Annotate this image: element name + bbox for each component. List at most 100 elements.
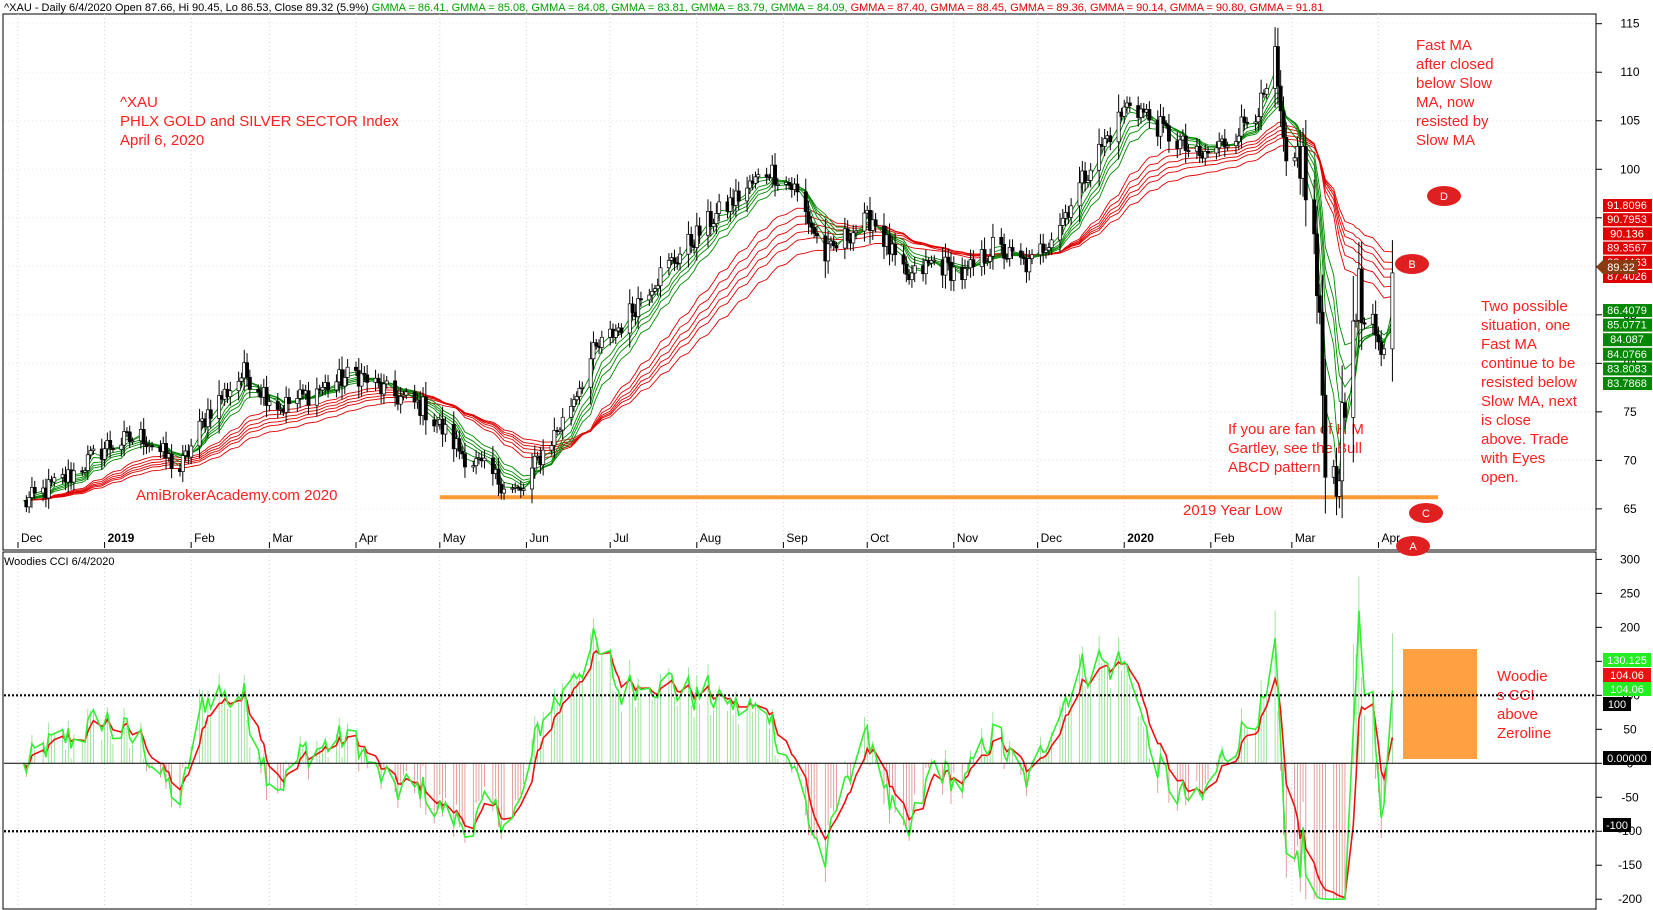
month-label-1: 2019 <box>108 531 135 545</box>
cci-label-green-b <box>1603 682 1651 696</box>
candle <box>432 413 437 433</box>
candle <box>862 202 867 242</box>
candle <box>1320 274 1325 433</box>
candle <box>284 386 289 424</box>
candle <box>247 369 252 397</box>
candle <box>1222 129 1227 157</box>
candle <box>697 217 702 244</box>
close-price-label <box>1596 260 1638 274</box>
price-header: ^XAU - Daily 6/4/2020 Open 87.66, Hi 90.… <box>4 2 1323 14</box>
close-price-text: 89.32 <box>1607 262 1635 274</box>
candle <box>150 441 155 451</box>
cci-label-red <box>1603 668 1651 682</box>
green-ma-label-3 <box>1603 347 1652 361</box>
twopos-line-9: open. <box>1481 469 1519 486</box>
cci-tick-1: -150 <box>1618 858 1642 872</box>
candle <box>560 408 565 440</box>
cci-tick-9: 250 <box>1620 586 1640 600</box>
header-gmma-7: GMMA = 88.45, <box>930 2 1010 14</box>
candle <box>384 376 389 389</box>
candle <box>1178 133 1183 156</box>
candle <box>180 445 185 483</box>
candle <box>236 371 241 401</box>
candle <box>636 286 641 329</box>
cci-highlight-box <box>1403 649 1477 759</box>
candle <box>630 296 635 320</box>
candle <box>354 361 358 377</box>
candle <box>1069 198 1074 225</box>
candle <box>365 365 370 393</box>
candle <box>795 174 800 202</box>
candle <box>1275 27 1280 105</box>
candle <box>1259 79 1264 131</box>
candle <box>401 391 406 401</box>
green-ma-label-text-2: 84.087 <box>1610 334 1644 346</box>
green-ma-label-text-4: 83.8083 <box>1607 363 1647 375</box>
svg-text:A: A <box>1409 541 1417 553</box>
candle <box>169 444 174 479</box>
candle <box>806 200 811 235</box>
candle <box>1197 138 1202 163</box>
candle <box>71 462 76 491</box>
candle <box>845 220 850 249</box>
cci-panel-frame <box>2 551 1597 910</box>
candle <box>803 178 808 225</box>
candle <box>208 399 213 429</box>
candle <box>256 384 261 397</box>
candle <box>1206 146 1210 158</box>
candle <box>1242 108 1247 131</box>
candle <box>1085 174 1090 188</box>
gartley-annotation: If you are fan of H M Gartley, see the B… <box>1228 421 1368 476</box>
candle <box>745 176 750 213</box>
woodies-cci-annotation: Woodie s CCI above Zeroline <box>1497 668 1551 742</box>
candle <box>714 203 719 234</box>
green-ma-label-text-1: 85.0771 <box>1607 320 1647 332</box>
cci-label-minus <box>1603 818 1631 832</box>
candle <box>1362 317 1367 330</box>
candle <box>1373 300 1378 350</box>
candle <box>521 483 526 496</box>
candle <box>1382 344 1386 360</box>
month-label-2: Feb <box>194 531 215 545</box>
woodies-line-3: Zeroline <box>1497 725 1551 742</box>
price-tick-1: 70 <box>1623 453 1637 467</box>
candle <box>110 445 115 453</box>
header-gmma-6: GMMA = 87.40, <box>851 2 931 14</box>
price-tick-8: 105 <box>1620 114 1640 128</box>
candle <box>342 369 347 395</box>
candle <box>591 331 596 371</box>
candle <box>88 446 93 460</box>
twopos-line-3: continue to be <box>1481 355 1575 372</box>
svg-text:D: D <box>1440 191 1448 203</box>
month-label-7: Jul <box>613 531 628 545</box>
candle <box>510 484 515 494</box>
cci-series <box>22 576 1394 900</box>
candle <box>912 256 917 283</box>
candle <box>1379 330 1384 367</box>
candle <box>1342 392 1347 428</box>
cci-label-zero <box>1603 751 1651 765</box>
candle <box>854 224 858 240</box>
candle <box>326 375 331 398</box>
cci-fast-line <box>22 610 1394 900</box>
candle <box>1164 120 1169 130</box>
slow-ma-45 <box>23 133 1393 502</box>
candle <box>588 341 593 405</box>
month-label-13: 2020 <box>1127 531 1154 545</box>
candle <box>1046 242 1051 256</box>
candle <box>1317 283 1322 325</box>
green-ma-label-text-3: 84.0766 <box>1607 349 1647 361</box>
slow-ma-40 <box>23 129 1393 502</box>
candle <box>652 284 657 296</box>
candle <box>655 278 660 296</box>
candle <box>404 387 409 400</box>
candle <box>1158 103 1163 149</box>
candle <box>1077 166 1082 222</box>
candle <box>541 439 546 476</box>
cci-label-minus-text: -100 <box>1606 820 1628 832</box>
price-tick-0: 65 <box>1623 502 1637 516</box>
slow-ma-30 <box>23 121 1393 502</box>
candle <box>1010 239 1015 260</box>
candle <box>756 168 761 184</box>
cci-label-green-a <box>1603 653 1651 667</box>
